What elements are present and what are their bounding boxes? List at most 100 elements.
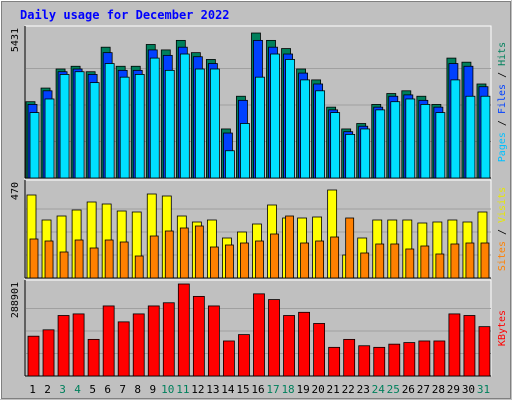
bar-sites-day-10 [164, 230, 174, 279]
bar-pages-day-11 [179, 53, 190, 179]
bar-pages-day-31 [480, 95, 491, 179]
bar-sites-day-6 [104, 239, 114, 279]
bar-pages-day-17 [270, 53, 280, 179]
bar-sites-day-19 [300, 242, 309, 279]
bar-pages-day-4 [74, 71, 85, 179]
x-tick-label-day-28: 28 [432, 383, 445, 396]
x-tick-label-day-21: 21 [327, 383, 340, 396]
series-label-part: / [497, 114, 508, 132]
x-tick-label-day-9: 9 [149, 383, 156, 396]
x-tick-label-day-3: 3 [59, 383, 66, 396]
bar-kbytes-day-3 [57, 315, 70, 377]
bar-sites-day-1 [29, 238, 39, 279]
series-sites [29, 215, 490, 279]
x-tick-label-day-8: 8 [134, 383, 141, 396]
series-kbytes [27, 283, 491, 377]
x-tick-label-day-14: 14 [221, 383, 235, 396]
bar-pages-day-27 [420, 104, 431, 179]
x-tick-label-day-17: 17 [266, 383, 279, 396]
bar-pages-day-13 [209, 68, 220, 179]
bar-sites-day-2 [44, 240, 54, 279]
bar-kbytes-day-23 [358, 345, 371, 377]
bar-pages-day-10 [164, 69, 175, 179]
bar-sites-day-17 [270, 233, 279, 279]
bar-sites-day-8 [134, 255, 144, 279]
x-tick-label-day-1: 1 [29, 383, 36, 396]
x-tick-label-day-4: 4 [74, 383, 81, 396]
series-label-part: Files [497, 84, 508, 114]
series-label-part: / [497, 66, 508, 84]
chart-panels: 5431 Pages / Files / Hits 470 Sites / Visit… [10, 25, 508, 377]
series-label-part: / [497, 223, 508, 241]
x-tick-label-day-22: 22 [342, 383, 355, 396]
x-tick-label-day-30: 30 [462, 383, 475, 396]
bar-pages-day-20 [315, 90, 326, 179]
bar-pages-day-12 [194, 68, 205, 179]
bar-sites-day-27 [420, 245, 430, 279]
bar-kbytes-day-16 [253, 293, 265, 377]
bar-pages-day-21 [330, 112, 341, 179]
bar-pages-day-6 [104, 63, 115, 179]
x-tick-label-day-29: 29 [447, 383, 460, 396]
bar-kbytes-day-22 [343, 338, 356, 377]
x-tick-label-day-2: 2 [44, 383, 51, 396]
bar-kbytes-day-13 [207, 305, 220, 377]
bar-pages-day-5 [89, 82, 100, 179]
bar-pages-day-19 [300, 79, 310, 179]
panel-visits-sites: 470 Sites / Visits [10, 179, 508, 279]
bar-pages-day-2 [44, 98, 55, 179]
bar-sites-day-29 [450, 243, 460, 279]
bar-sites-day-15 [240, 242, 249, 279]
x-tick-label-day-10: 10 [161, 383, 174, 396]
bar-pages-day-9 [149, 57, 160, 179]
x-tick-label-day-12: 12 [191, 383, 204, 396]
bar-sites-day-22 [345, 217, 355, 279]
chart-title: Daily usage for December 2022 [20, 8, 230, 22]
bar-sites-day-14 [225, 244, 234, 279]
series-label-pages-files-hits: Pages / Files / Hits [497, 42, 508, 162]
bar-pages-day-22 [345, 133, 356, 179]
y-max-label: 288901 [10, 282, 21, 318]
bar-kbytes-day-21 [328, 346, 341, 377]
x-tick-label-day-27: 27 [417, 383, 430, 396]
x-tick-label-day-18: 18 [281, 383, 294, 396]
series-label-part: Sites [497, 241, 508, 271]
bar-pages-day-1 [29, 112, 40, 179]
bar-kbytes-day-19 [298, 311, 310, 377]
bar-kbytes-day-25 [388, 343, 401, 377]
bar-kbytes-day-24 [373, 346, 386, 377]
bar-kbytes-day-30 [463, 315, 476, 377]
x-tick-label-day-31: 31 [477, 383, 490, 396]
bar-pages-day-15 [240, 123, 250, 179]
bar-kbytes-day-31 [478, 326, 491, 377]
x-tick-label-day-5: 5 [89, 383, 96, 396]
bar-sites-day-16 [255, 240, 264, 279]
bar-sites-day-4 [74, 239, 84, 279]
x-tick-label-day-25: 25 [387, 383, 400, 396]
x-tick-label-day-26: 26 [402, 383, 415, 396]
bar-pages-day-23 [360, 128, 371, 179]
bar-pages-day-28 [435, 112, 446, 179]
bar-pages-day-25 [390, 101, 401, 179]
bar-kbytes-day-14 [223, 340, 235, 377]
bar-sites-day-13 [209, 246, 219, 279]
bar-sites-day-25 [390, 243, 400, 279]
bar-sites-day-28 [435, 253, 445, 279]
bar-kbytes-day-7 [117, 321, 130, 377]
x-tick-label-day-11: 11 [176, 383, 189, 396]
x-tick-label-day-13: 13 [206, 383, 219, 396]
bar-sites-day-7 [119, 241, 129, 279]
bar-kbytes-day-1 [27, 335, 40, 377]
x-tick-label-day-19: 19 [296, 383, 309, 396]
x-tick-label-day-7: 7 [119, 383, 126, 396]
bar-kbytes-day-6 [102, 305, 115, 377]
x-tick-label-day-23: 23 [357, 383, 370, 396]
bar-kbytes-day-18 [283, 315, 295, 377]
bar-pages-day-3 [59, 74, 70, 179]
bar-sites-day-11 [179, 227, 189, 279]
bar-pages-day-14 [225, 150, 235, 179]
x-tick-label-day-16: 16 [251, 383, 264, 396]
bar-sites-day-31 [480, 242, 490, 279]
bar-kbytes-day-9 [147, 305, 160, 377]
